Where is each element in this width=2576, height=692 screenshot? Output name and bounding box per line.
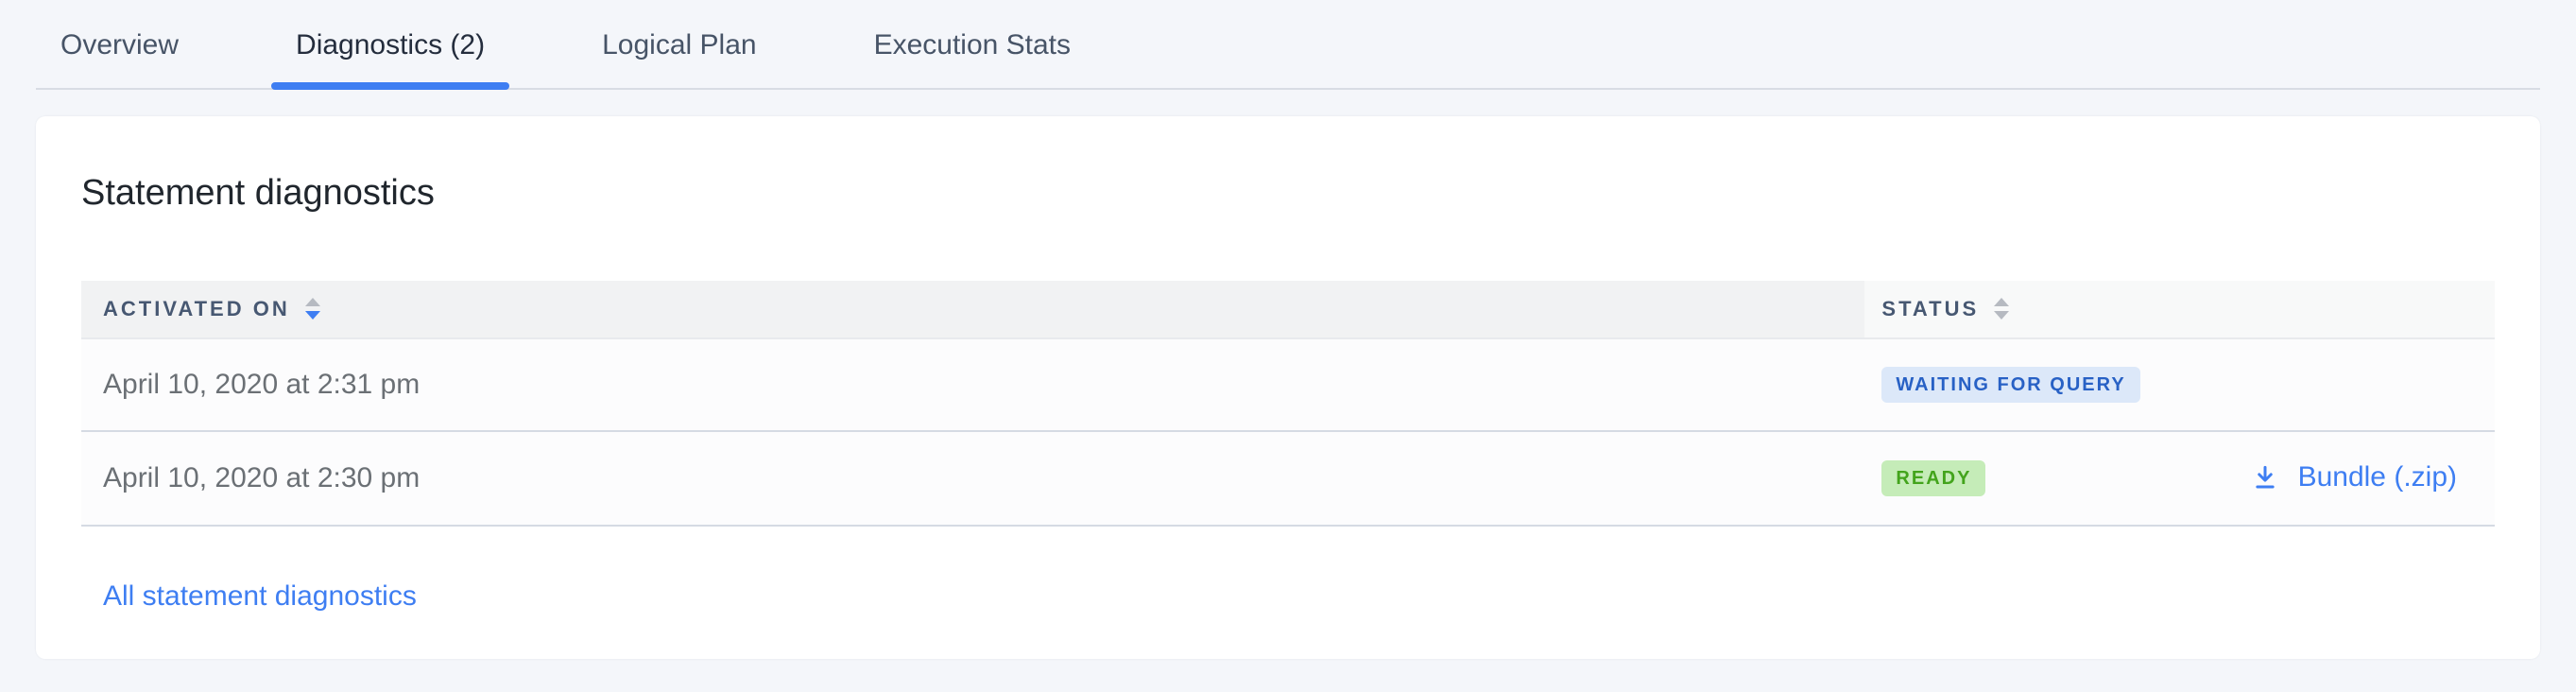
diagnostics-table: ACTIVATED ON STATUS [81, 281, 2495, 527]
status-badge: WAITING FOR QUERY [1881, 367, 2140, 403]
sort-neutral-icon [1994, 298, 2010, 320]
page-title: Statement diagnostics [81, 173, 435, 213]
table-row: April 10, 2020 at 2:31 pm WAITING FOR QU… [81, 338, 2495, 432]
bundle-download-label: Bundle (.zip) [2297, 460, 2457, 493]
column-header-activated-on[interactable]: ACTIVATED ON [81, 281, 1865, 339]
statement-diagnostics-card: Statement diagnostics ACTIVATED ON STAT [36, 116, 2540, 659]
actions-cell [2217, 338, 2495, 432]
sort-desc-icon [304, 298, 320, 320]
all-statement-diagnostics-link[interactable]: All statement diagnostics [103, 580, 417, 612]
table-row: April 10, 2020 at 2:30 pm READY Bundle (… [81, 431, 2495, 527]
tab-logical-plan[interactable]: Logical Plan [602, 29, 757, 61]
tab-overview[interactable]: Overview [60, 29, 180, 61]
actions-cell: Bundle (.zip) [2217, 431, 2495, 527]
activated-on-value: April 10, 2020 at 2:31 pm [81, 338, 1865, 432]
column-header-status[interactable]: STATUS [1864, 281, 2218, 339]
column-header-activated-on-label: ACTIVATED ON [103, 297, 290, 320]
column-header-status-label: STATUS [1881, 297, 1980, 320]
status-badge: READY [1881, 460, 1986, 496]
column-header-actions [2217, 281, 2495, 339]
tab-execution-stats[interactable]: Execution Stats [873, 29, 1072, 61]
table-header-row: ACTIVATED ON STATUS [81, 281, 2495, 339]
bundle-download-link[interactable]: Bundle (.zip) [2251, 461, 2457, 493]
tab-diagnostics[interactable]: Diagnostics (2) [271, 0, 510, 90]
tab-bar: Overview Diagnostics (2) Logical Plan Ex… [36, 0, 2540, 90]
activated-on-value: April 10, 2020 at 2:30 pm [81, 431, 1865, 527]
download-icon [2255, 465, 2275, 488]
